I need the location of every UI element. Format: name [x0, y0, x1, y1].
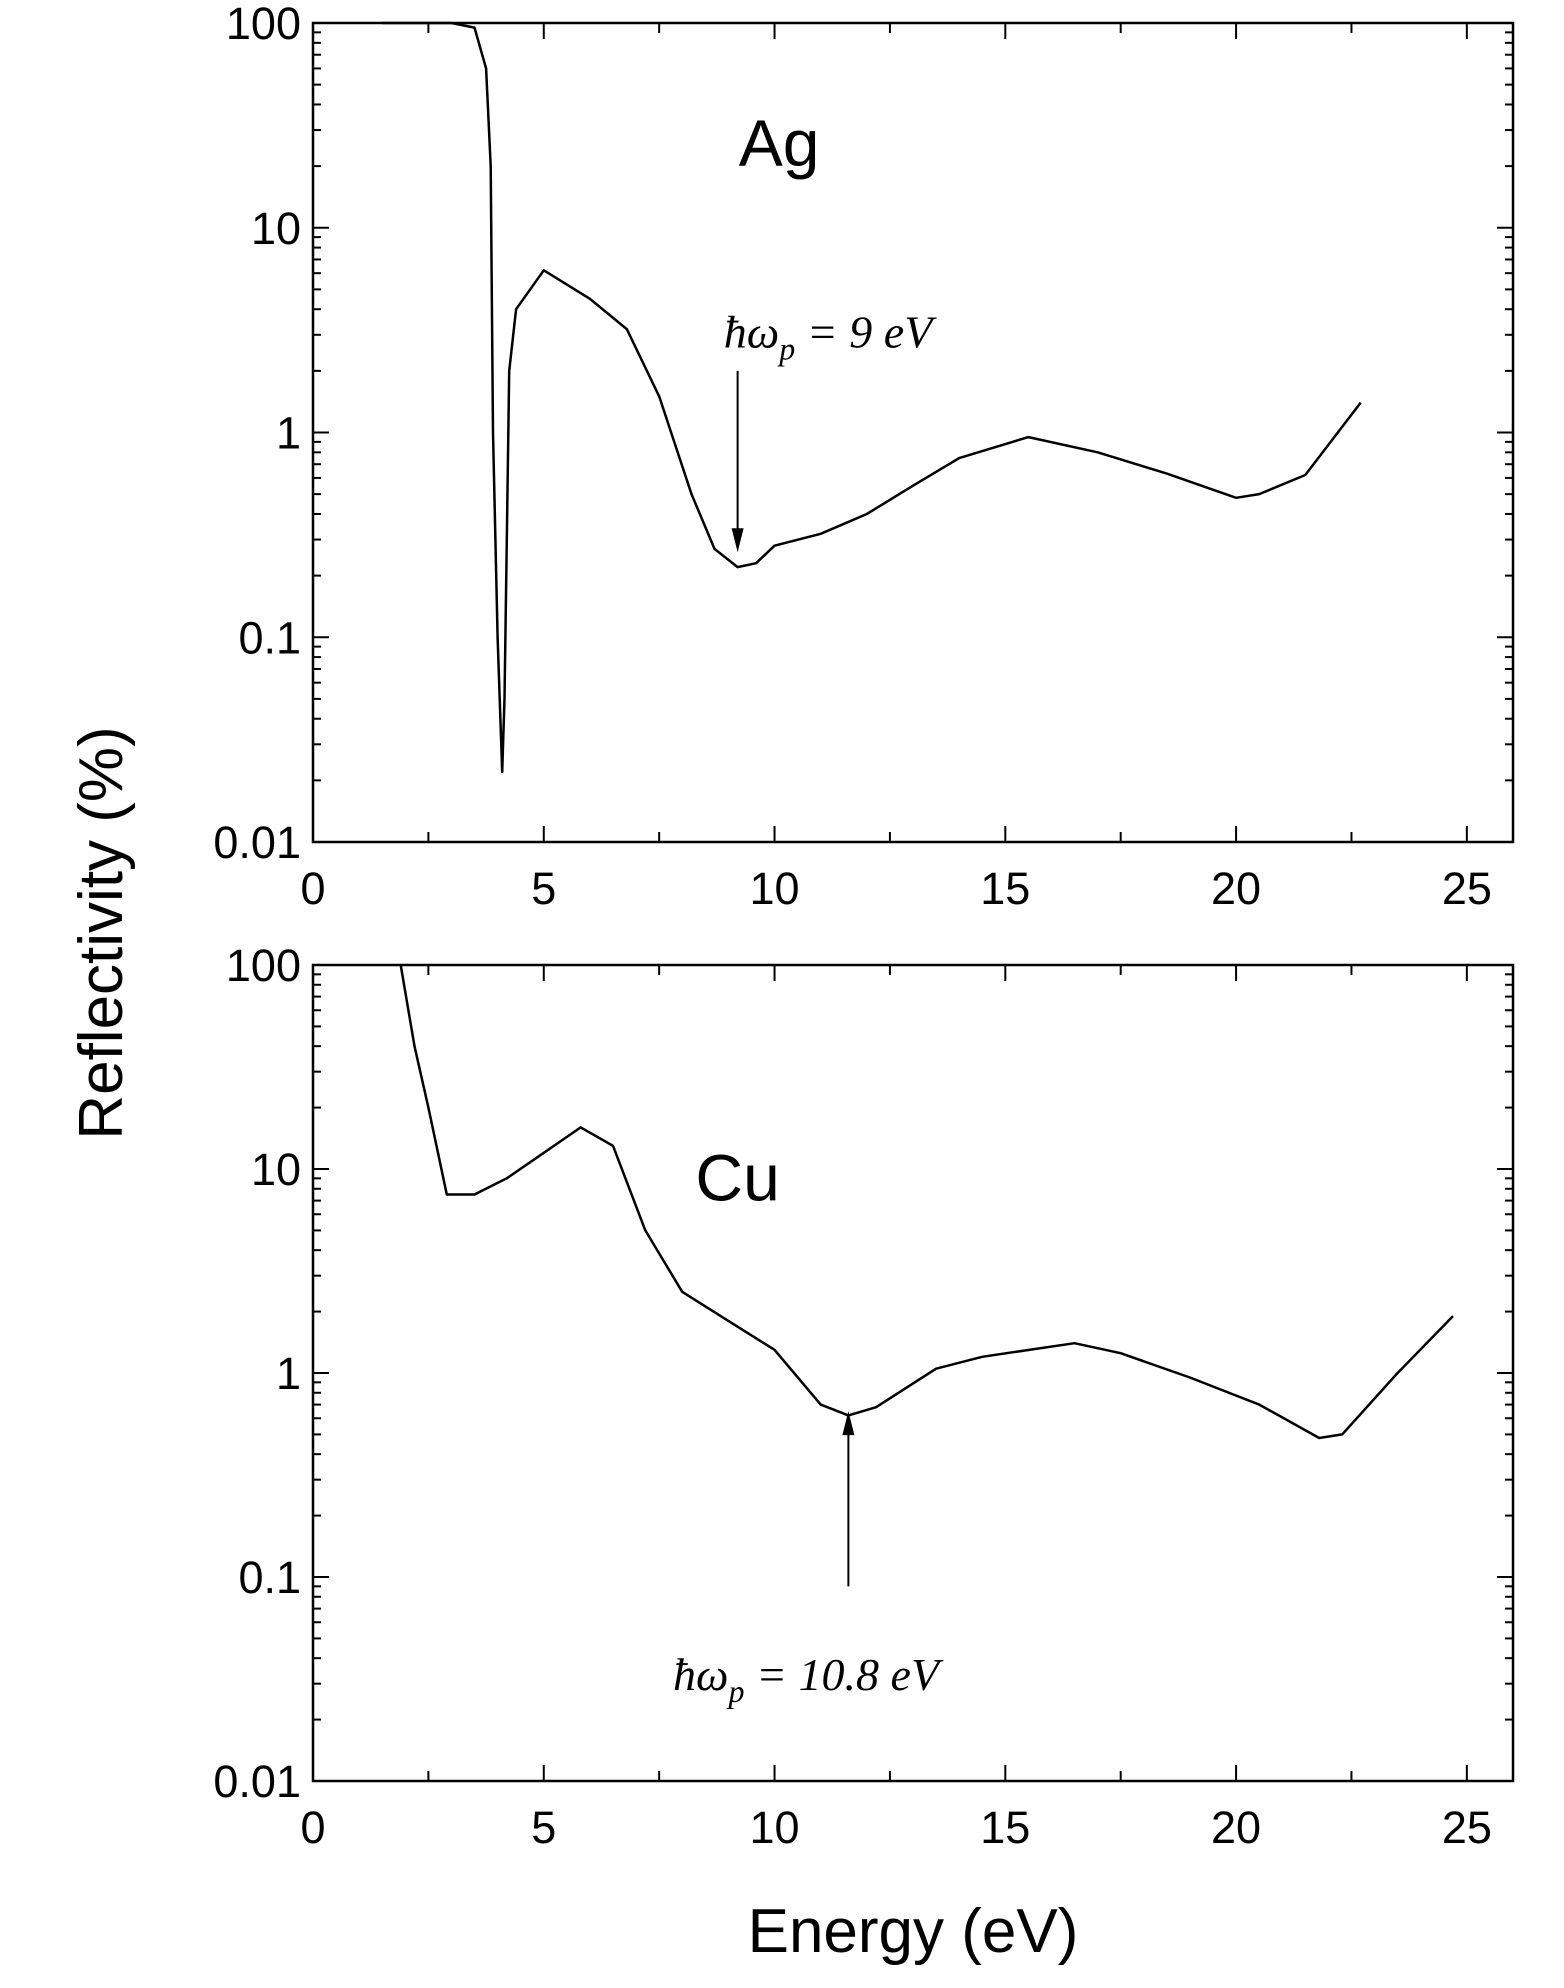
y-tick-label: 10	[251, 203, 301, 254]
x-tick-label: 15	[980, 863, 1030, 914]
cu-panel: 0 5 10 15 20 25 0.01 0.1 1 10 100 Cu ħωp = 10.8 eV	[213, 940, 1515, 1853]
reflectivity-line-ag	[382, 21, 1362, 774]
x-tick-label: 5	[531, 1802, 556, 1853]
y-tick-label: 100	[226, 940, 301, 991]
y-tick-label: 0.01	[213, 1756, 301, 1807]
x-axis-label: Energy (eV)	[748, 1897, 1079, 1966]
y-tick-label: 1	[276, 408, 301, 459]
x-tick-label: 25	[1442, 863, 1492, 914]
y-tick-label: 100	[226, 0, 301, 49]
x-tick-label: 15	[980, 1802, 1030, 1853]
x-tick-label: 5	[531, 863, 556, 914]
panel-label: Ag	[739, 106, 820, 180]
arrow-head-icon	[731, 528, 744, 553]
x-tick-label: 20	[1211, 1802, 1261, 1853]
x-tick-label: 25	[1442, 1802, 1492, 1853]
y-tick-label: 0.1	[238, 1552, 301, 1603]
x-tick-label: 10	[750, 1802, 800, 1853]
x-tick-label: 0	[300, 863, 325, 914]
arrow-head-icon	[842, 1411, 855, 1436]
ag-panel: 0 5 10 15 20 25 0.01 0.1 1 10 100 Ag ħωp = 9 eV	[213, 0, 1515, 914]
reflectivity-line-cu	[399, 964, 1454, 1440]
panel-label: Cu	[695, 1141, 779, 1215]
x-tick-label: 0	[300, 1802, 325, 1853]
x-tick-label: 10	[750, 863, 800, 914]
y-tick-label: 1	[276, 1348, 301, 1399]
y-tick-label: 0.01	[213, 817, 301, 868]
y-tick-label: 0.1	[238, 612, 301, 663]
plasmon-annotation: ħωp = 10.8 eV	[673, 1649, 944, 1709]
y-axis-label: Reflectivity (%)	[67, 726, 136, 1139]
x-tick-label: 20	[1211, 863, 1261, 914]
plasmon-annotation: ħωp = 9 eV	[724, 307, 937, 367]
y-tick-label: 10	[251, 1144, 301, 1195]
